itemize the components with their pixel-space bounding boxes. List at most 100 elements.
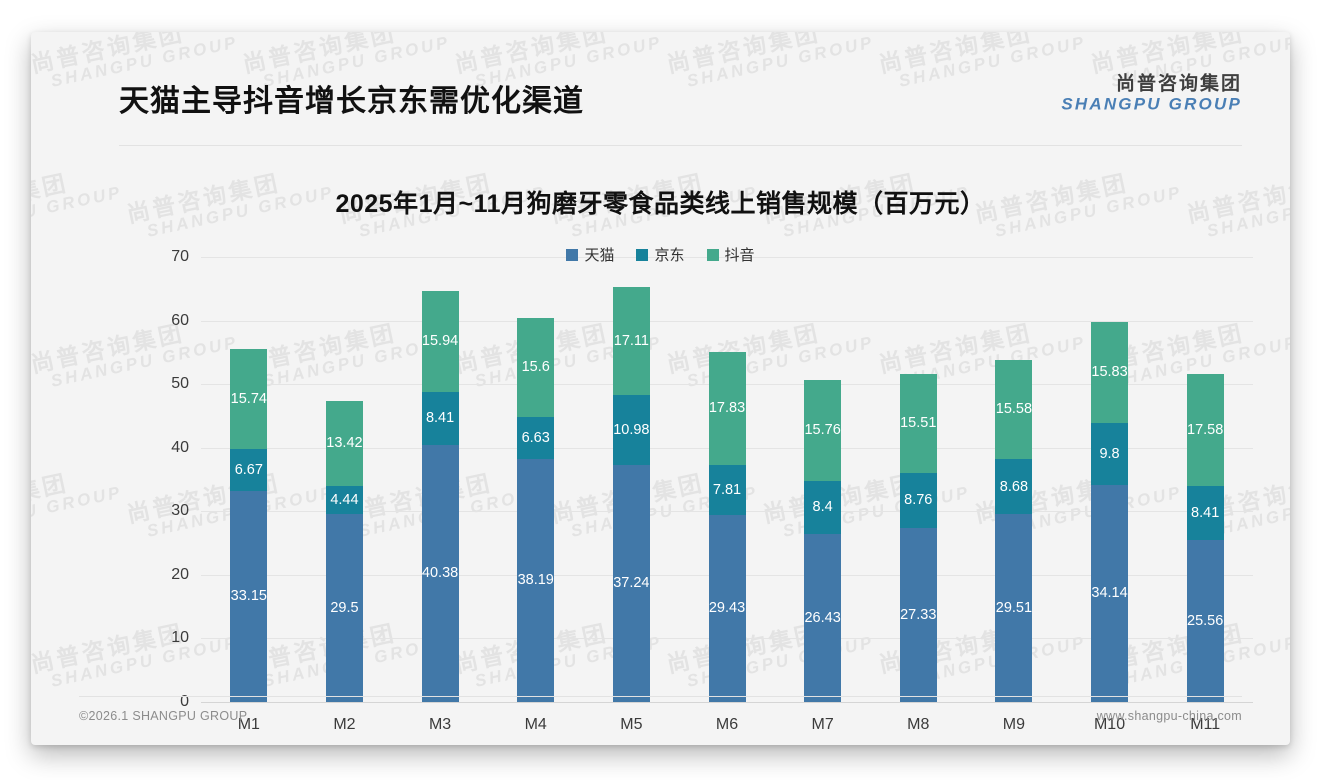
bar-value-label: 8.41 [425, 410, 455, 427]
bar-value-label: 34.14 [1091, 585, 1128, 602]
gridline: 70 [171, 248, 1253, 265]
bar-segment[interactable]: 15.6 [517, 317, 555, 418]
bar-value-label: 6.63 [521, 429, 550, 446]
x-axis-tick-label: M11 [1190, 716, 1221, 733]
y-axis-tick-label: 30 [171, 502, 189, 520]
y-axis-tick-label: 20 [171, 565, 189, 583]
bar-value-label: 26.43 [804, 609, 841, 626]
bar-group[interactable]: 27.33 8.76 15.51 M8 [899, 373, 937, 733]
x-axis-tick-label: M2 [333, 716, 356, 733]
bar-value-label: 15.6 [521, 359, 550, 376]
legend-swatch-icon [706, 248, 719, 261]
bar-group[interactable]: 40.38 8.41 15.94 M3 [421, 290, 459, 733]
slide-canvas: 尚普咨询集团 SHANGPU GROUP 尚普咨询集团 SHANGPU GROUP 尚普… [31, 32, 1290, 745]
footer-website: www.shangpu-china.com [1096, 709, 1242, 723]
bar-segment[interactable]: 17.83 [708, 351, 746, 466]
bar-value-label: 4.44 [330, 492, 359, 509]
bar-segment[interactable]: 15.76 [804, 380, 842, 481]
x-axis-tick-label: M3 [428, 716, 452, 733]
bar-value-label: 15.74 [230, 390, 267, 407]
bar-value-label: 17.58 [1187, 421, 1224, 438]
bar-value-label: 29.43 [708, 600, 746, 617]
bar-segment[interactable]: 37.24 [612, 465, 650, 702]
bar-segment[interactable]: 26.43 [804, 533, 842, 702]
bar-segment[interactable]: 15.83 [1091, 322, 1129, 423]
bar-segment[interactable]: 9.8 [1091, 422, 1129, 485]
bar-group[interactable]: 29.51 8.68 15.58 M9 [995, 360, 1033, 733]
bar-segment[interactable]: 7.81 [708, 465, 746, 515]
bar-group[interactable]: 38.19 6.63 15.6 M4 [517, 317, 555, 733]
bar-value-label: 40.38 [421, 565, 459, 582]
bar-group[interactable]: 29.43 7.81 17.83 M6 [708, 351, 746, 733]
legend-item-2[interactable]: 京东 [636, 244, 685, 265]
x-axis-tick-label: M7 [811, 716, 834, 733]
bar-segment[interactable]: 4.44 [325, 486, 363, 515]
bar-segment[interactable]: 29.43 [708, 514, 746, 702]
bar-group[interactable]: 29.5 4.44 13.42 M2 [325, 400, 363, 733]
x-axis-tick-label: M10 [1093, 716, 1126, 733]
bar-segment[interactable]: 29.51 [995, 514, 1033, 702]
bar-value-label: 38.19 [517, 572, 554, 589]
bar-group[interactable]: 34.14 9.8 15.83 M10 [1091, 322, 1129, 733]
bar-segment[interactable]: 29.5 [325, 514, 363, 702]
x-axis-tick-label: M5 [620, 716, 643, 733]
legend-item-3[interactable]: 抖音 [706, 244, 755, 265]
header-divider [119, 145, 1242, 146]
bar-segment[interactable]: 8.76 [899, 472, 937, 529]
bar-group[interactable]: 33.15 6.67 15.74 M1 [230, 348, 268, 733]
page-title: 天猫主导抖音增长京东需优化渠道 [119, 85, 584, 118]
bar-segment[interactable]: 27.33 [899, 528, 937, 702]
bar-segment[interactable]: 10.98 [612, 395, 650, 466]
bar-segment[interactable]: 15.58 [995, 360, 1033, 460]
bar-value-label: 8.68 [999, 478, 1029, 495]
chart-bars: 33.15 6.67 15.74 M1 29.5 4.44 13.42 M2 40.38 8.41… [201, 257, 1253, 733]
bar-segment[interactable]: 25.56 [1186, 539, 1224, 702]
bar-value-label: 8.41 [1191, 504, 1220, 521]
y-axis-tick-label: 50 [171, 375, 189, 393]
slide-header: 天猫主导抖音增长京东需优化渠道 尚普咨询集团 SHANGPU GROUP [31, 32, 1290, 150]
bar-segment[interactable]: 6.63 [517, 417, 555, 460]
bar-segment[interactable]: 17.58 [1186, 374, 1224, 487]
bar-value-label: 10.98 [613, 422, 650, 439]
bar-segment[interactable]: 8.4 [804, 480, 842, 534]
bar-value-label: 29.5 [330, 599, 359, 616]
legend-swatch-icon [636, 248, 649, 261]
x-axis-tick-label: M9 [1002, 716, 1026, 733]
x-axis-tick-label: M4 [524, 716, 547, 733]
legend-label: 天猫 [584, 247, 615, 264]
bar-segment[interactable]: 6.67 [230, 448, 268, 492]
chart-title: 2025年1月~11月狗磨牙零食品类线上销售规模（百万元） [335, 190, 986, 218]
y-axis-tick-label: 0 [180, 693, 189, 710]
bar-segment[interactable]: 38.19 [517, 459, 555, 702]
bar-segment[interactable]: 33.15 [230, 491, 268, 702]
bar-value-label: 6.67 [234, 461, 263, 478]
gridline: 60 [171, 312, 1253, 329]
footer-divider [79, 696, 1242, 697]
bar-group[interactable]: 37.24 10.98 17.11 M5 [612, 286, 650, 733]
bar-segment[interactable]: 8.41 [1186, 486, 1224, 540]
y-axis-tick-label: 10 [171, 629, 189, 647]
bar-group[interactable]: 25.56 8.41 17.58 M11 [1186, 374, 1224, 733]
y-axis-tick-label: 70 [171, 248, 189, 265]
bar-segment[interactable]: 8.41 [421, 391, 459, 446]
bar-segment[interactable]: 15.94 [421, 290, 459, 392]
bar-segment[interactable]: 15.74 [230, 348, 268, 449]
footer-copyright: ©2026.1 SHANGPU GROUP [79, 709, 248, 723]
bar-segment[interactable]: 13.42 [325, 400, 363, 487]
bar-segment[interactable]: 17.11 [612, 286, 650, 396]
bar-segment[interactable]: 15.51 [899, 373, 937, 473]
bar-value-label: 8.76 [904, 492, 933, 509]
bar-segment[interactable]: 40.38 [421, 445, 459, 702]
bar-value-label: 37.24 [613, 575, 650, 592]
logo-text-cn: 尚普咨询集团 [1115, 73, 1242, 95]
bar-segment[interactable]: 8.68 [995, 459, 1033, 515]
bar-value-label: 13.42 [326, 435, 363, 452]
bar-value-label: 15.83 [1091, 364, 1128, 381]
bar-segment[interactable]: 34.14 [1091, 484, 1129, 702]
bar-value-label: 15.58 [995, 401, 1033, 418]
bar-group[interactable]: 26.43 8.4 15.76 M7 [804, 380, 842, 733]
legend-item-1[interactable]: 天猫 [566, 244, 614, 265]
bar-value-label: 27.33 [900, 606, 937, 623]
bar-value-label: 8.4 [812, 499, 833, 516]
